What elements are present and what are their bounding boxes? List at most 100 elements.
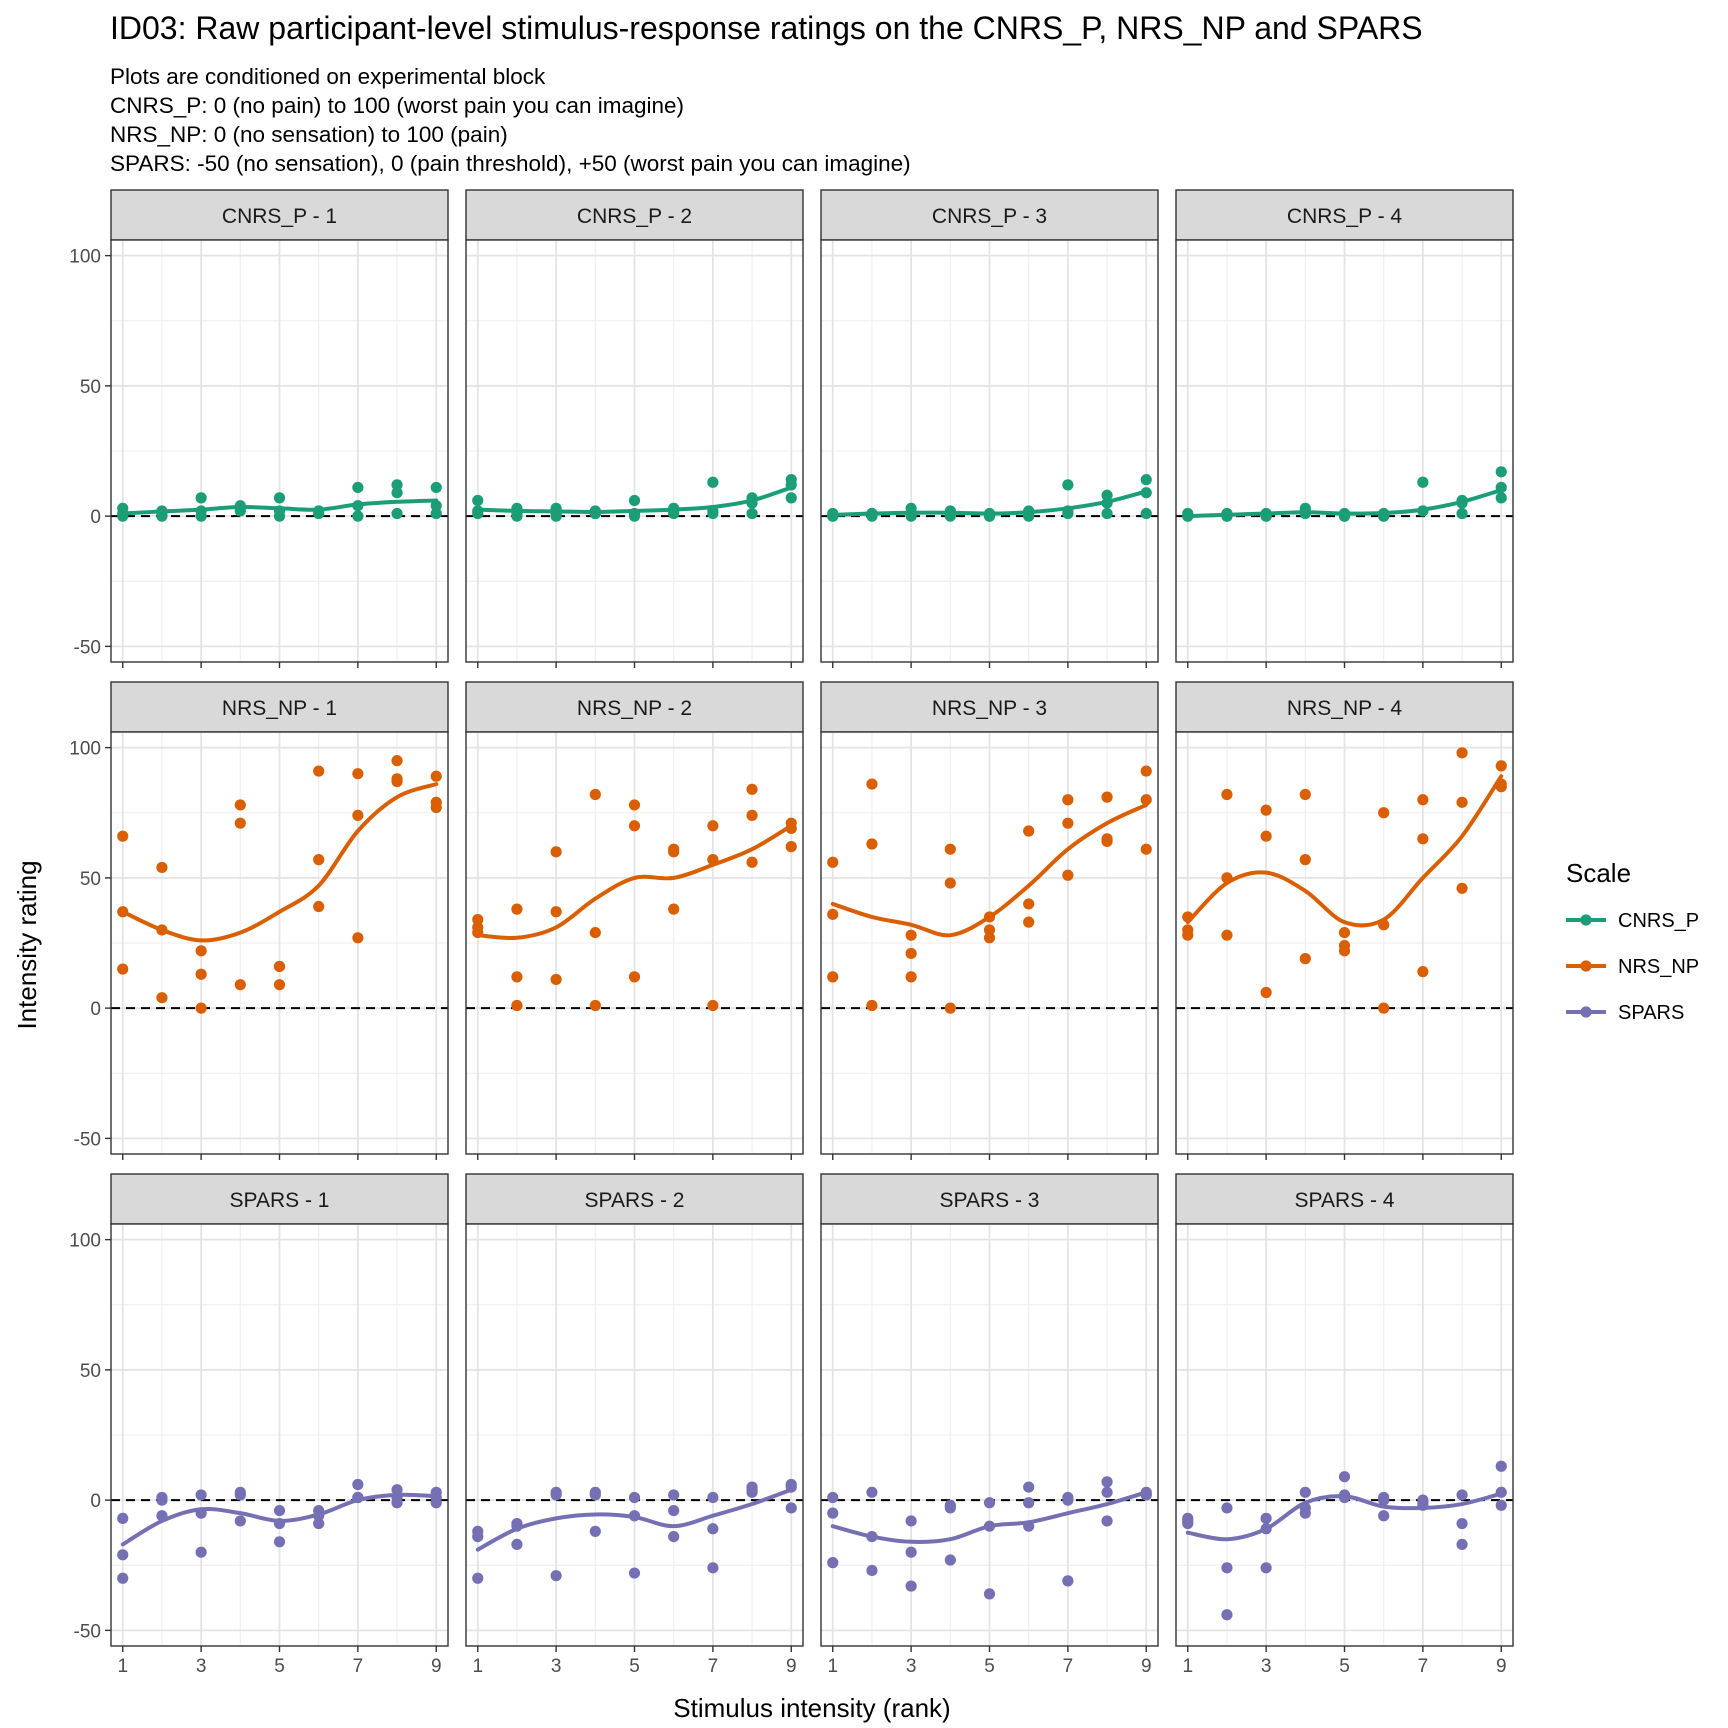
data-point	[1417, 833, 1429, 845]
legend-label: SPARS	[1618, 1002, 1684, 1024]
legend-key-point	[1580, 960, 1592, 972]
facet-strip	[465, 1173, 804, 1225]
data-point	[234, 799, 246, 811]
data-point	[1260, 1523, 1272, 1535]
legend-label: CNRS_P	[1618, 910, 1699, 932]
data-point	[550, 510, 562, 522]
data-point	[628, 510, 641, 522]
data-point	[195, 492, 207, 504]
data-point	[628, 820, 641, 832]
data-point	[195, 1507, 207, 1519]
data-point	[1338, 510, 1351, 522]
x-tick-label: 5	[1339, 1656, 1350, 1677]
data-point	[472, 926, 484, 939]
data-point	[827, 510, 839, 522]
x-tick-label: 5	[274, 1656, 285, 1677]
data-point	[746, 1486, 758, 1498]
data-point	[707, 820, 719, 832]
data-point	[746, 783, 758, 795]
data-point	[827, 1507, 839, 1519]
data-point	[1495, 1460, 1507, 1472]
data-point	[352, 809, 364, 821]
data-point	[352, 510, 364, 522]
data-point	[1101, 1515, 1113, 1527]
data-point	[866, 1564, 878, 1577]
x-tick-label: 5	[629, 1656, 640, 1677]
data-point	[1495, 481, 1507, 494]
data-point	[668, 1489, 680, 1501]
facet-panel: CNRS_P - 3	[820, 189, 1159, 668]
data-point	[1140, 487, 1152, 499]
data-point	[944, 1554, 956, 1566]
facet-strip-label: NRS_NP - 3	[932, 697, 1047, 720]
y-axis-title: Intensity rating	[12, 860, 42, 1029]
series-trend-line	[475, 823, 794, 941]
data-point	[668, 846, 680, 858]
data-point	[827, 971, 839, 983]
data-point	[1456, 497, 1468, 509]
data-point	[707, 1523, 719, 1535]
x-axis-title: Stimulus intensity (rank)	[673, 1693, 950, 1723]
data-point	[1182, 1517, 1194, 1530]
data-point	[1260, 1512, 1272, 1524]
data-point	[156, 861, 168, 874]
data-point	[511, 1538, 523, 1551]
data-point	[511, 971, 523, 983]
data-point	[273, 1517, 286, 1530]
data-point	[313, 900, 325, 913]
data-point	[1338, 1491, 1351, 1504]
data-point	[117, 1549, 129, 1561]
data-point	[866, 999, 878, 1012]
facet-strip	[1175, 1173, 1514, 1225]
data-point	[983, 911, 996, 923]
data-point	[1495, 466, 1507, 478]
data-point	[905, 947, 917, 960]
data-point	[352, 481, 364, 494]
axes: Intensity rating Stimulus intensity (ran…	[12, 860, 951, 1723]
y-tick-label: -50	[74, 637, 101, 658]
data-point	[1101, 1486, 1113, 1498]
data-point	[234, 1489, 246, 1501]
data-point	[313, 505, 325, 517]
data-point	[1456, 747, 1468, 759]
facet-panel: SPARS - 4 1 3 5 7 9	[1175, 1173, 1514, 1677]
data-point	[156, 1510, 168, 1522]
data-point	[117, 906, 129, 918]
facet-panel: SPARS - 1 100 50 0 -50 1 3 5 7 9	[69, 1173, 449, 1677]
x-tick-label: 1	[1182, 1656, 1193, 1677]
data-point	[156, 1494, 168, 1506]
x-tick-label: 1	[827, 1656, 838, 1677]
data-point	[313, 854, 325, 866]
data-point	[195, 1489, 207, 1501]
subtitle-line: Plots are conditioned on experimental bl…	[110, 64, 546, 89]
data-point	[707, 476, 719, 488]
data-point	[1456, 1517, 1468, 1530]
data-point	[1101, 489, 1113, 501]
data-point	[1378, 510, 1390, 522]
data-point	[234, 817, 246, 829]
data-point	[983, 932, 996, 944]
data-point	[1221, 929, 1233, 941]
data-point	[352, 500, 364, 512]
data-point	[1062, 794, 1074, 806]
chart-subtitle: Plots are conditioned on experimental bl…	[110, 62, 911, 178]
data-point	[1456, 1538, 1468, 1551]
data-point	[983, 924, 996, 936]
data-point	[195, 1546, 207, 1558]
data-point	[1101, 497, 1113, 509]
data-point	[1378, 1510, 1390, 1522]
data-point	[746, 856, 758, 868]
legend-key-point	[1580, 1006, 1592, 1018]
data-point	[785, 822, 797, 834]
data-point	[195, 968, 207, 980]
data-point	[589, 507, 601, 520]
facet-strip-label: SPARS - 4	[1295, 1189, 1395, 1212]
data-point	[827, 908, 839, 920]
data-point	[234, 505, 246, 517]
data-point	[391, 479, 403, 491]
data-point	[1260, 986, 1272, 999]
data-point	[117, 510, 129, 522]
data-point	[430, 500, 442, 512]
y-tick-label: 50	[80, 869, 101, 890]
